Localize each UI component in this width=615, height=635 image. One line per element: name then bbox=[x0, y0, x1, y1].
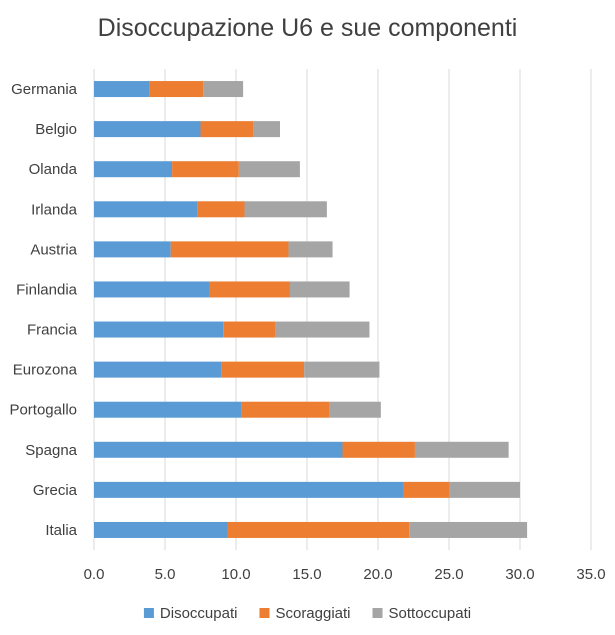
bar-sottoccupati-portogallo bbox=[329, 401, 381, 418]
bars-layer bbox=[94, 81, 528, 538]
x-tick-label: 30.0 bbox=[505, 566, 534, 583]
bar-scoraggiati-finlandia bbox=[209, 281, 290, 298]
bar-sottoccupati-spagna bbox=[414, 441, 509, 458]
bar-disoccupati-italia bbox=[94, 521, 228, 538]
x-tick-label: 20.0 bbox=[363, 566, 392, 583]
bar-sottoccupati-irlanda bbox=[244, 201, 327, 218]
category-label: Italia bbox=[45, 522, 77, 539]
bar-disoccupati-finlandia bbox=[94, 281, 210, 298]
bar-sottoccupati-francia bbox=[275, 321, 370, 338]
bar-disoccupati-eurozona bbox=[94, 361, 222, 378]
bar-scoraggiati-francia bbox=[223, 321, 276, 338]
bar-scoraggiati-spagna bbox=[342, 441, 415, 458]
bar-disoccupati-olanda bbox=[94, 161, 173, 178]
x-tick-label: 35.0 bbox=[576, 566, 605, 583]
bar-scoraggiati-olanda bbox=[172, 161, 239, 178]
x-tick-label: 5.0 bbox=[155, 566, 176, 583]
category-label: Grecia bbox=[33, 482, 78, 499]
category-label: Olanda bbox=[29, 161, 78, 178]
bar-scoraggiati-grecia bbox=[403, 481, 449, 498]
bar-scoraggiati-irlanda bbox=[197, 201, 245, 218]
legend-label-sottoccupati: Sottoccupati bbox=[389, 605, 472, 622]
category-label: Irlanda bbox=[31, 201, 78, 218]
bar-disoccupati-austria bbox=[94, 241, 171, 258]
category-label: Francia bbox=[27, 322, 78, 339]
legend-layer: Disoccupati Scoraggiati Sottoccupati bbox=[143, 605, 472, 622]
bar-sottoccupati-belgio bbox=[253, 121, 281, 138]
legend-swatch-scoraggiati bbox=[259, 608, 270, 618]
bar-scoraggiati-austria bbox=[170, 241, 289, 258]
bar-sottoccupati-grecia bbox=[449, 481, 520, 498]
chart-title: Disoccupazione U6 e sue componenti bbox=[97, 14, 518, 42]
bar-disoccupati-francia bbox=[94, 321, 224, 338]
legend-swatch-sottoccupati bbox=[372, 608, 383, 618]
grid-layer bbox=[93, 69, 592, 550]
bar-scoraggiati-belgio bbox=[200, 121, 254, 138]
bar-disoccupati-belgio bbox=[94, 121, 201, 138]
labels-layer: 0.0 5.0 10.0 15.0 20.0 25.0 30.0 35.0 Germania Be… bbox=[9, 81, 605, 583]
legend-swatch-disoccupati bbox=[143, 608, 154, 618]
bar-disoccupati-germania bbox=[94, 81, 150, 98]
bar-scoraggiati-germania bbox=[149, 81, 204, 98]
category-label: Portogallo bbox=[9, 402, 77, 419]
bar-scoraggiati-eurozona bbox=[221, 361, 305, 378]
x-tick-label: 0.0 bbox=[84, 566, 105, 583]
bar-sottoccupati-eurozona bbox=[304, 361, 380, 378]
bar-disoccupati-irlanda bbox=[94, 201, 198, 218]
category-label: Germania bbox=[11, 81, 78, 98]
category-label: Eurozona bbox=[13, 362, 78, 379]
x-tick-label: 10.0 bbox=[221, 566, 250, 583]
category-label: Belgio bbox=[35, 121, 77, 138]
bar-scoraggiati-italia bbox=[227, 521, 410, 538]
bar-sottoccupati-austria bbox=[288, 241, 333, 258]
bar-sottoccupati-germania bbox=[203, 81, 244, 98]
bar-sottoccupati-italia bbox=[409, 521, 528, 538]
legend-label-scoraggiati: Scoraggiati bbox=[275, 605, 350, 622]
category-label: Finlandia bbox=[16, 281, 78, 298]
category-label: Austria bbox=[30, 241, 77, 258]
category-label: Spagna bbox=[25, 442, 77, 459]
x-tick-label: 15.0 bbox=[292, 566, 321, 583]
bar-sottoccupati-olanda bbox=[238, 161, 300, 178]
bar-sottoccupati-finlandia bbox=[289, 281, 350, 298]
bar-disoccupati-spagna bbox=[94, 441, 343, 458]
bar-disoccupati-portogallo bbox=[94, 401, 242, 418]
bar-disoccupati-grecia bbox=[94, 481, 404, 498]
legend-label-disoccupati: Disoccupati bbox=[160, 605, 238, 622]
x-tick-label: 25.0 bbox=[434, 566, 463, 583]
bar-scoraggiati-portogallo bbox=[241, 401, 330, 418]
